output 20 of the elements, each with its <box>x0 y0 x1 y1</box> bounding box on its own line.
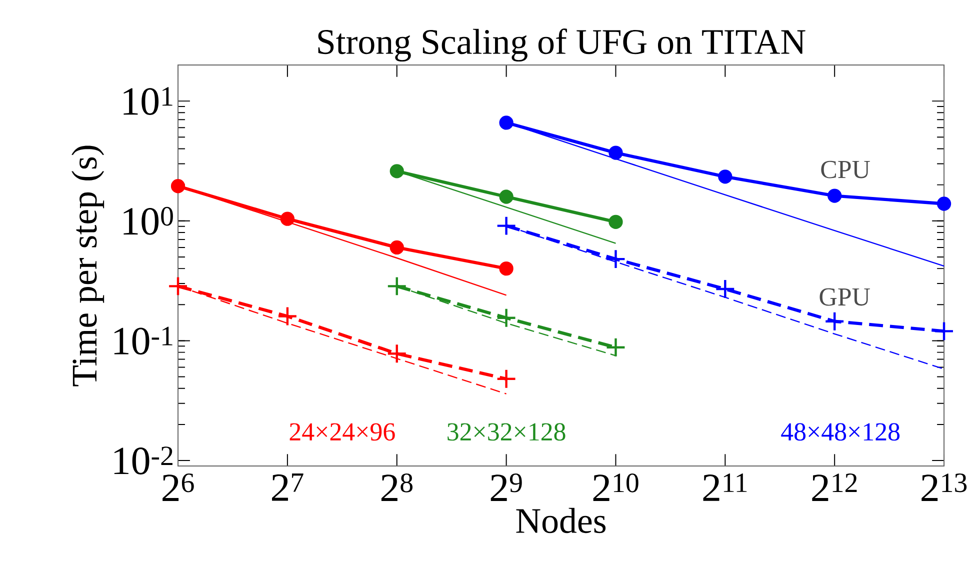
y-tick-label: 10$^{-1}$ <box>114 326 172 355</box>
x-tick-label: 2$^{13}$ <box>922 474 967 501</box>
y-tick-label: 10$^{0}$ <box>124 206 173 235</box>
series-label: CPU <box>821 160 870 178</box>
x-tick-label: 2$^{11}$ <box>703 474 747 501</box>
chart-title: Strong Scaling of UFG on TITAN <box>318 28 806 62</box>
y-tick-label: 10$^{-2}$ <box>114 446 172 474</box>
annotation: 24×24×96 <box>290 423 395 441</box>
x-tick-label: 2$^{10}$ <box>593 474 638 502</box>
y-tick-label: 10$^{1}$ <box>124 87 172 115</box>
x-tick-label: 2$^{9}$ <box>490 474 522 501</box>
series-label: GPU <box>820 288 870 306</box>
x-axis-title: Nodes <box>516 508 606 534</box>
annotation: 32×32×128 <box>448 423 566 441</box>
x-tick-label: 2$^{8}$ <box>381 474 413 502</box>
annotation: 48×48×128 <box>781 423 900 441</box>
x-tick-label: 2$^{12}$ <box>812 474 857 501</box>
x-tick-label: 2$^{6}$ <box>162 474 194 501</box>
y-axis-title: Time per step (s) <box>72 146 104 386</box>
x-tick-label: 2$^{7}$ <box>272 474 304 501</box>
